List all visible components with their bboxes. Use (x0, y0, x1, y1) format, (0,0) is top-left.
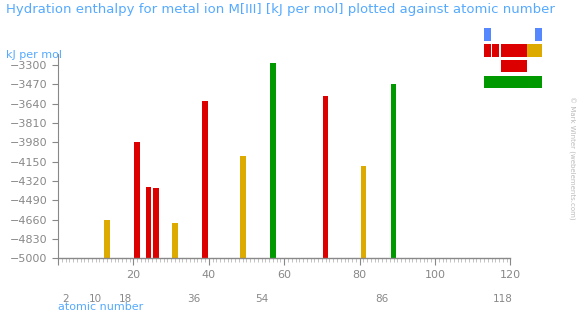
Bar (492, 44, 499, 57)
Text: 86: 86 (376, 295, 389, 304)
Bar (527, 44, 542, 57)
Bar (484, 44, 491, 57)
Bar (153, 188, 159, 258)
Text: Hydration enthalpy for metal ion M[III] [kJ per mol] plotted against atomic numb: Hydration enthalpy for metal ion M[III] … (6, 3, 554, 16)
Bar (270, 63, 276, 258)
Text: © Mark Winter (webelements.com): © Mark Winter (webelements.com) (568, 96, 575, 219)
Bar (501, 44, 527, 57)
Text: kJ per mol: kJ per mol (6, 50, 62, 60)
Bar (202, 101, 208, 258)
Bar (535, 28, 542, 41)
Bar (135, 142, 140, 258)
Text: atomic number: atomic number (58, 302, 143, 312)
Text: 18: 18 (119, 295, 132, 304)
Text: 10: 10 (89, 295, 102, 304)
Text: 54: 54 (255, 295, 268, 304)
Bar (104, 220, 110, 258)
Bar (391, 84, 396, 258)
Text: 118: 118 (493, 295, 513, 304)
Bar (501, 60, 527, 72)
Bar (172, 223, 177, 258)
Bar (240, 156, 245, 258)
Text: 36: 36 (187, 295, 200, 304)
Bar (146, 186, 151, 258)
Bar (484, 28, 491, 41)
Bar (323, 96, 328, 258)
Bar (484, 76, 542, 88)
Text: 2: 2 (62, 295, 69, 304)
Bar (361, 166, 366, 258)
